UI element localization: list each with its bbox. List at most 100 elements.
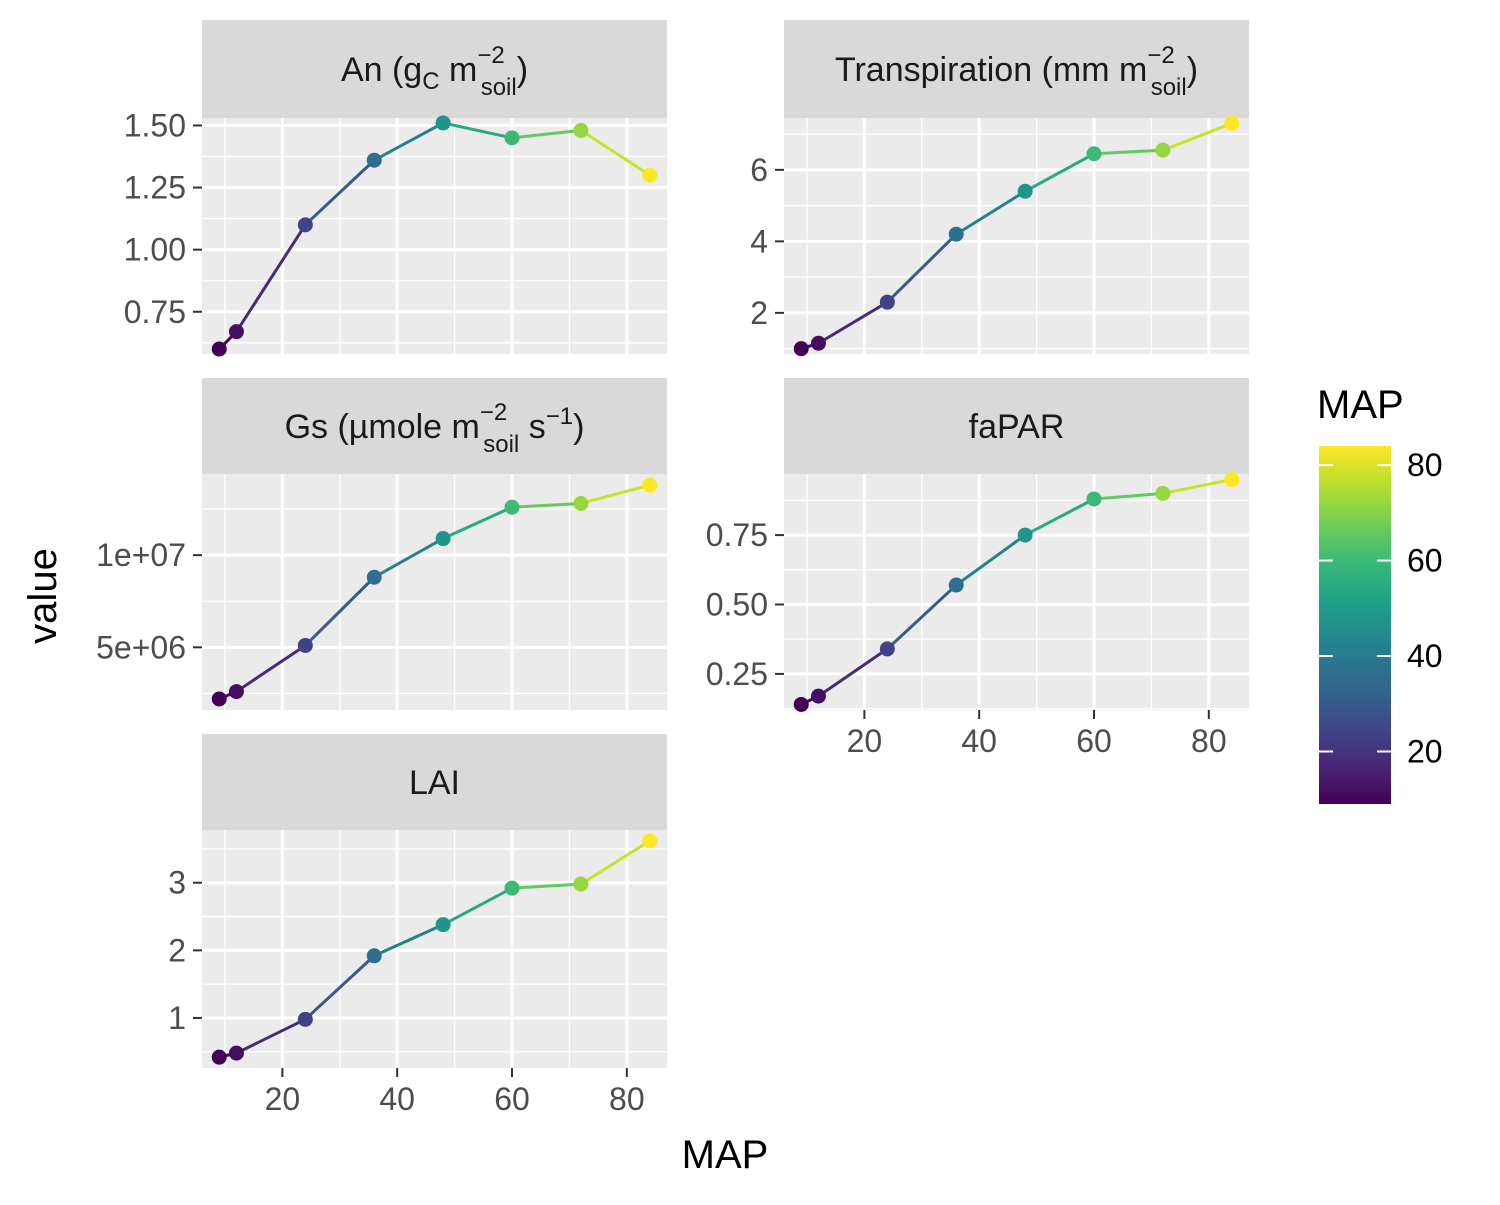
- panel-background-an: [202, 118, 667, 354]
- facet-strip-label-transpiration: Transpiration (mm m−2 soil): [835, 42, 1198, 101]
- series-line-segment: [817, 647, 889, 698]
- strip-superscript: −2: [477, 42, 504, 69]
- x-axis-title: MAP: [682, 1133, 769, 1177]
- strip-superscript: −1: [546, 403, 573, 430]
- series-line-segment: [580, 483, 651, 505]
- strip-text: ): [1187, 51, 1198, 89]
- series-line-segment: [304, 576, 376, 647]
- data-point: [1155, 485, 1171, 501]
- y-tick-label: 1.25: [124, 170, 186, 206]
- facet-strip-lai: [202, 734, 667, 830]
- data-point: [1155, 142, 1171, 158]
- series-line-segment: [1162, 121, 1233, 152]
- x-tick-label: 20: [847, 723, 883, 759]
- series-line-segment: [955, 533, 1026, 587]
- series-line-segment: [511, 128, 582, 140]
- y-tick-label: 2: [168, 932, 186, 968]
- data-point: [228, 684, 244, 700]
- data-point: [1224, 472, 1240, 488]
- data-point: [504, 880, 520, 896]
- series-line-segment: [817, 300, 889, 345]
- y-tick-label: 1.50: [124, 107, 186, 143]
- data-point: [211, 1049, 227, 1065]
- data-point: [366, 569, 382, 585]
- data-point: [642, 833, 658, 849]
- panel-background-fapar: [784, 474, 1249, 710]
- series-line-segment: [955, 190, 1026, 236]
- facet-strip-label-lai: LAI: [409, 764, 460, 802]
- series-line-segment: [373, 121, 444, 162]
- data-point: [810, 335, 826, 351]
- x-tick-label: 80: [1191, 723, 1227, 759]
- panel-lai: LAI 1 2 3 20 40 60 80: [168, 734, 667, 1117]
- series-line-segment: [1093, 491, 1164, 501]
- data-point: [573, 876, 589, 892]
- strip-subscript: soil: [1151, 74, 1187, 101]
- facet-strip-label-fapar: faPAR: [969, 408, 1065, 446]
- data-point: [573, 122, 589, 138]
- y-tick-label: 0.25: [706, 656, 768, 692]
- data-point: [879, 641, 895, 657]
- strip-text: ): [573, 408, 584, 446]
- series-line-segment: [442, 121, 513, 140]
- data-point: [228, 324, 244, 340]
- facet-strip-gs: [202, 378, 667, 474]
- data-point: [573, 496, 589, 511]
- y-tick-label: 6: [750, 152, 768, 188]
- strip-text: ): [517, 51, 528, 89]
- series-line-segment: [304, 159, 376, 226]
- data-point: [297, 637, 313, 653]
- x-tick-label: 40: [379, 1081, 415, 1117]
- data-point: [1017, 527, 1033, 543]
- data-point: [793, 696, 809, 712]
- strip-text: s: [519, 408, 545, 446]
- panel-background-gs: [202, 474, 667, 710]
- facet-strip-an: [202, 20, 667, 118]
- data-point: [948, 226, 964, 242]
- data-point: [1086, 491, 1102, 507]
- x-tick-label: 40: [961, 723, 997, 759]
- strip-text: Transpiration (mm m: [835, 51, 1147, 89]
- series-line-segment: [886, 233, 958, 304]
- strip-subscript: C: [422, 68, 439, 95]
- series-line-segment: [1162, 478, 1233, 495]
- strip-text: faPAR: [969, 408, 1065, 446]
- series-line-segment: [235, 224, 307, 333]
- legend-tick-label: 60: [1407, 543, 1443, 579]
- data-point: [297, 217, 313, 233]
- y-tick-label: 3: [168, 865, 186, 901]
- strip-text: LAI: [409, 764, 460, 802]
- data-point: [1017, 183, 1033, 199]
- panel-transpiration: Transpiration (mm m−2 soil) 2 4 6: [750, 20, 1249, 357]
- data-point: [879, 294, 895, 310]
- panel-background-transpiration: [784, 118, 1249, 354]
- data-point: [504, 130, 520, 146]
- data-point: [366, 948, 382, 964]
- x-tick-label: 60: [494, 1081, 530, 1117]
- strip-subscript: soil: [481, 74, 517, 101]
- data-point: [435, 917, 451, 933]
- legend-tick-label: 20: [1407, 733, 1443, 769]
- y-tick-label: 2: [750, 295, 768, 331]
- series-line-segment: [580, 129, 651, 177]
- panel-fapar: faPAR 0.25 0.50 0.75 20 40 60 80: [706, 378, 1249, 759]
- legend-colorbar: MAP 20 40 60 80: [1317, 383, 1443, 804]
- y-tick-label: 0.75: [706, 517, 768, 553]
- data-point: [297, 1011, 313, 1027]
- series-line-segment: [235, 1017, 306, 1055]
- data-point: [642, 477, 658, 493]
- legend-title: MAP: [1317, 383, 1404, 427]
- y-tick-label: 1e+07: [96, 537, 186, 573]
- series-line-segment: [511, 502, 581, 509]
- legend-colorbar-rect: [1319, 446, 1391, 804]
- series-line-segment: [886, 583, 958, 651]
- data-point: [366, 152, 382, 168]
- data-point: [1224, 115, 1240, 131]
- data-point: [435, 115, 451, 131]
- series-line-segment: [442, 505, 513, 540]
- legend-tick-label: 80: [1407, 447, 1443, 483]
- panel-an: An (gC m−2 soil) 0.75 1.00 1.25 1.50: [124, 20, 667, 357]
- x-tick-label: 20: [265, 1081, 301, 1117]
- series-line-segment: [373, 923, 444, 958]
- series-line-segment: [235, 644, 307, 693]
